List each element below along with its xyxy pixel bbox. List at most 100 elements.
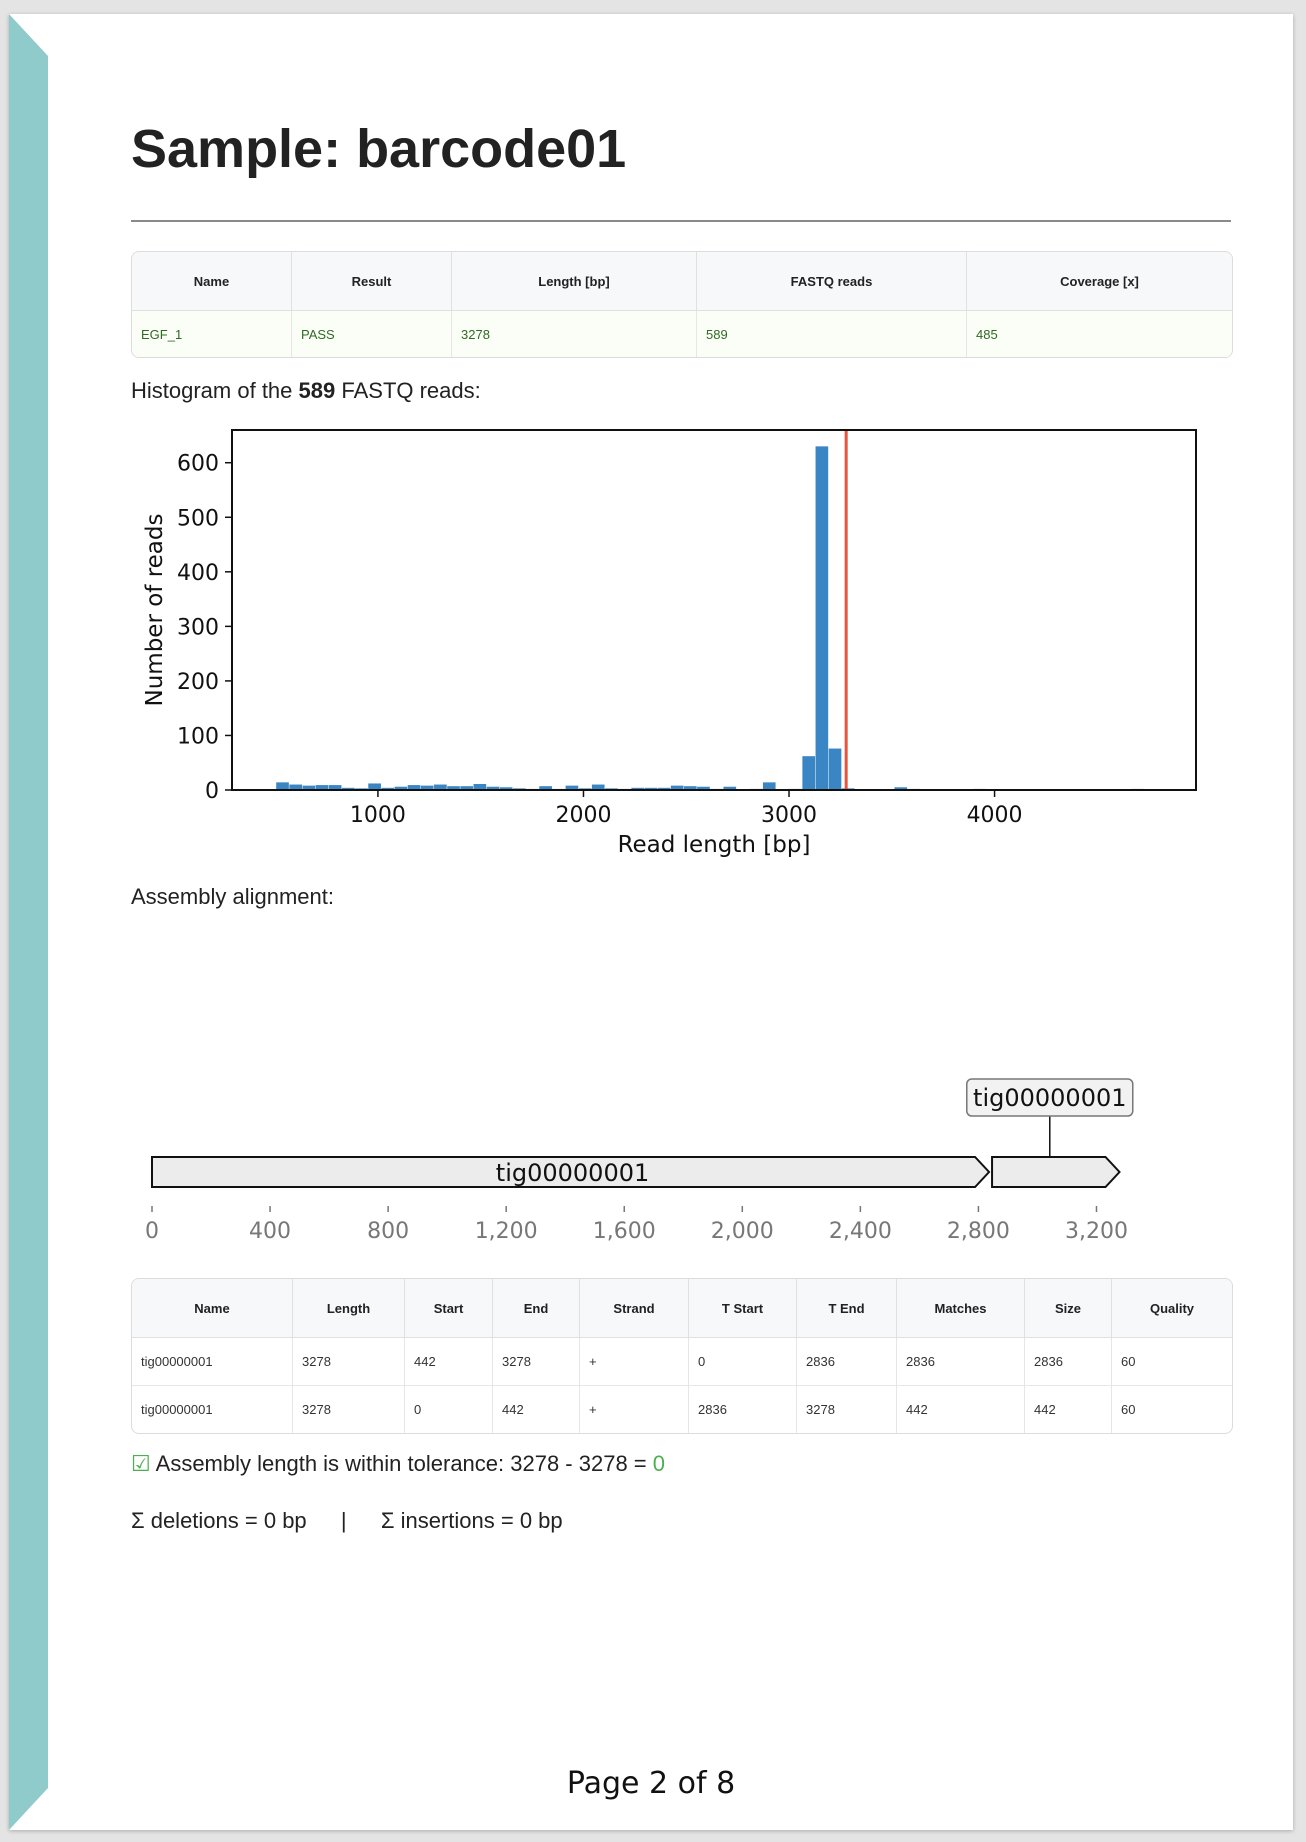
tolerance-text: Assembly length is within tolerance: 327… <box>155 1451 647 1476</box>
summary-header-cell: Name <box>132 252 292 311</box>
assembly-caption: Assembly alignment: <box>131 884 334 909</box>
alignment-cell: 3278 <box>493 1338 580 1386</box>
contig-feature-label: tig00000001 <box>496 1159 649 1187</box>
alignment-cell: 2836 <box>689 1386 797 1433</box>
summary-header-cell: Length [bp] <box>452 252 697 311</box>
side-accent-band <box>9 14 48 1830</box>
contig-feature-arrow <box>151 1156 991 1188</box>
axis-tick-label: 2,400 <box>829 1219 892 1244</box>
summary-table: Name Result Length [bp] FASTQ reads Cove… <box>131 251 1233 358</box>
y-axis-label: Number of reads <box>142 514 168 707</box>
histogram-bar <box>276 782 289 790</box>
histogram-bar <box>670 785 684 790</box>
page-title: Sample: barcode01 <box>131 119 627 179</box>
histogram-bar <box>499 787 513 790</box>
alignment-header-cell: Size <box>1025 1279 1112 1338</box>
histogram-caption-suffix: FASTQ reads: <box>341 378 481 403</box>
summary-header-cell: Result <box>292 252 452 311</box>
summary-cell: PASS <box>292 311 452 357</box>
summary-header-row: Name Result Length [bp] FASTQ reads Cove… <box>132 252 1232 311</box>
histogram-bar <box>407 785 421 790</box>
alignment-cell: tig00000001 <box>132 1338 293 1386</box>
alignment-cell: 3278 <box>293 1338 405 1386</box>
axis-tick-label: 800 <box>367 1219 409 1244</box>
alignment-table: Name Length Start End Strand T Start T E… <box>131 1278 1233 1434</box>
histogram-bar <box>473 784 487 790</box>
alignment-cell: 442 <box>405 1338 493 1386</box>
y-tick-label: 0 <box>205 779 219 804</box>
y-tick-label: 600 <box>177 452 219 477</box>
histogram-bar <box>315 785 329 790</box>
report-page: Sample: barcode01 Name Result Length [bp… <box>9 14 1293 1830</box>
axis-tick-label: 2,800 <box>947 1219 1010 1244</box>
table-row: tig00000001 3278 0 442 + 2836 3278 442 4… <box>132 1386 1232 1433</box>
alignment-cell: tig00000001 <box>132 1386 293 1433</box>
alignment-axis: 0 400 800 1,200 1,600 2,000 2,400 2,800 3,200 <box>145 1206 1128 1244</box>
indel-summary: Σ deletions = 0 bp | Σ insertions = 0 bp <box>131 1508 563 1534</box>
histogram-bar <box>762 782 776 790</box>
callout-box <box>966 1078 1134 1117</box>
x-tick-label: 1000 <box>350 803 406 828</box>
histogram-bar <box>381 787 395 790</box>
summary-cell: 3278 <box>452 311 697 357</box>
histogram-bar <box>341 787 355 790</box>
histogram-bar <box>289 784 303 790</box>
histogram-bar <box>631 787 645 790</box>
summary-cell: 589 <box>697 311 967 357</box>
histogram-bars <box>276 446 1144 790</box>
histogram-bar <box>683 786 697 790</box>
histogram-bar <box>894 787 908 790</box>
deletions-text: Σ deletions = 0 bp <box>131 1508 307 1533</box>
axis-tick-label: 2,000 <box>711 1219 774 1244</box>
y-tick-label: 500 <box>177 506 219 531</box>
alignment-cell: 442 <box>493 1386 580 1433</box>
alignment-cell: 2836 <box>1025 1338 1112 1386</box>
y-tick-label: 300 <box>177 615 219 640</box>
summary-cell: EGF_1 <box>132 311 292 357</box>
alignment-cell: 0 <box>689 1338 797 1386</box>
alignment-header-row: Name Length Start End Strand T Start T E… <box>132 1279 1232 1338</box>
histogram-bar <box>802 756 816 790</box>
histogram-bar <box>420 785 434 790</box>
histogram-bar <box>447 786 460 790</box>
page-number-footer: Page 2 of 8 <box>566 1766 736 1801</box>
contig-feature-arrow <box>991 1156 1121 1188</box>
histogram-bar <box>394 786 408 790</box>
axis-tick-label: 400 <box>249 1219 291 1244</box>
histogram-bar <box>591 784 605 790</box>
histogram-bar <box>644 787 658 790</box>
histogram-bar <box>328 785 342 790</box>
plot-frame <box>231 429 1197 791</box>
histogram-bar <box>828 748 842 790</box>
x-tick-label: 3000 <box>761 803 817 828</box>
assembly-alignment-map: tig00000001 tig00000001 0 400 800 1,200 1,600… <box>145 1078 1134 1244</box>
alignment-cell: 442 <box>1025 1386 1112 1433</box>
axis-tick-label: 3,200 <box>1065 1219 1128 1244</box>
alignment-header-cell: T Start <box>689 1279 797 1338</box>
histogram-bar <box>815 446 829 790</box>
alignment-cell: 60 <box>1112 1338 1232 1386</box>
alignment-cell: 2836 <box>797 1338 897 1386</box>
histogram-bar <box>723 786 737 790</box>
x-axis-label: Read length [bp] <box>618 832 811 858</box>
histogram-bar <box>368 783 381 790</box>
table-row: EGF_1 PASS 3278 589 485 <box>132 311 1232 357</box>
histogram-bar <box>697 786 710 790</box>
alignment-header-cell: Length <box>293 1279 405 1338</box>
alignment-cell: 2836 <box>897 1338 1025 1386</box>
summary-header-cell: Coverage [x] <box>967 252 1232 311</box>
alignment-header-cell: Start <box>405 1279 493 1338</box>
table-row: tig00000001 3278 442 3278 + 0 2836 2836 … <box>132 1338 1232 1386</box>
tolerance-line: ☑ Assembly length is within tolerance: 3… <box>131 1451 665 1477</box>
alignment-header-cell: T End <box>797 1279 897 1338</box>
histogram-bar <box>486 786 500 790</box>
histogram-bar <box>302 785 316 790</box>
histogram-caption-prefix: Histogram of the <box>131 378 293 403</box>
histogram-bar <box>539 786 552 790</box>
histogram-bar <box>657 787 671 790</box>
checkbox-checked-icon: ☑ <box>131 1451 151 1476</box>
axis-tick-label: 1,200 <box>475 1219 538 1244</box>
histogram-caption: Histogram of the 589 FASTQ reads: <box>131 378 481 404</box>
histogram-bar <box>565 785 579 790</box>
alignment-header-cell: Matches <box>897 1279 1025 1338</box>
